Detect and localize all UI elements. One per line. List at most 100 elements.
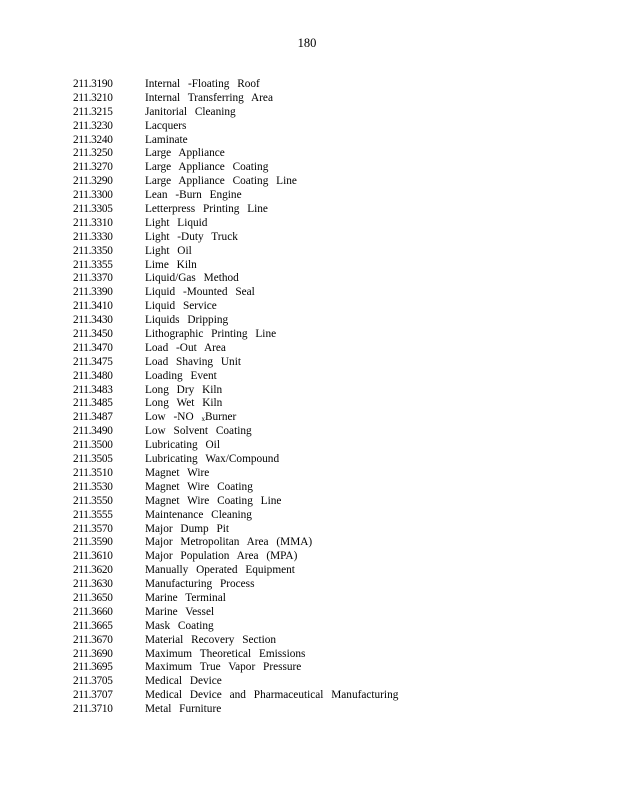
term-text: Magnet Wire Coating Line <box>145 494 282 507</box>
section-code: 211.3240 <box>73 133 113 146</box>
term-text: Liquid/Gas Method <box>145 272 239 285</box>
section-code: 211.3485 <box>73 397 113 410</box>
term: Lime Kiln <box>145 259 197 273</box>
term-text: Magnet Wire Coating <box>145 480 253 493</box>
term-text: Metal Furniture <box>145 703 222 716</box>
term: Lubricating Wax/Compound <box>145 453 279 467</box>
section-code: 211.3660 <box>73 605 113 618</box>
term: Internal -Floating Roof <box>145 78 260 92</box>
section-code: 211.3410 <box>73 300 113 313</box>
term-text: Lubricating Oil <box>145 439 220 452</box>
term: Major Dump Pit <box>145 523 229 537</box>
term-text: Maintenance Cleaning <box>145 508 252 521</box>
section-code: 211.3530 <box>73 480 113 493</box>
section-code: 211.3500 <box>73 439 113 452</box>
section-code: 211.3475 <box>73 355 113 368</box>
term-text: Load Shaving Unit <box>145 355 241 368</box>
term: Large Appliance Coating Line <box>145 175 297 189</box>
section-code: 211.3570 <box>73 522 113 535</box>
term: Lithographic Printing Line <box>145 328 276 342</box>
term-text: Marine Terminal <box>145 591 226 604</box>
section-code: 211.3390 <box>73 286 113 299</box>
term: Liquid/Gas Method <box>145 272 239 286</box>
section-code: 211.3310 <box>73 216 113 229</box>
term-text: Long Dry Kiln <box>145 383 223 396</box>
term: Material Recovery Section <box>145 634 276 648</box>
term: Loading Event <box>145 370 217 384</box>
term-text: Letterpress Printing Line <box>145 203 268 216</box>
term-text: Internal -Floating Roof <box>145 78 260 90</box>
section-code: 211.3270 <box>73 161 113 174</box>
section-code: 211.3590 <box>73 536 113 549</box>
section-code: 211.3555 <box>73 508 113 521</box>
term: Liquid -Mounted Seal <box>145 286 255 300</box>
term-text: Janitorial Cleaning <box>145 105 236 118</box>
term-text: Low Solvent Coating <box>145 425 252 438</box>
term: Low Solvent Coating <box>145 425 252 439</box>
term-text: Light Oil <box>145 244 192 257</box>
section-code: 211.3300 <box>73 189 113 202</box>
term: Medical Device <box>145 675 222 689</box>
section-code: 211.3215 <box>73 105 113 118</box>
term-text: Liquid -Mounted Seal <box>145 286 255 299</box>
section-code: 211.3487 <box>73 411 113 424</box>
section-code: 211.3705 <box>73 675 113 688</box>
term: Laminate <box>145 134 188 148</box>
section-code: 211.3330 <box>73 230 113 243</box>
section-code: 211.3610 <box>73 550 113 563</box>
term-text: Low -NO <box>145 411 202 424</box>
term: Janitorial Cleaning <box>145 106 236 120</box>
term: Lubricating Oil <box>145 439 220 453</box>
term: Marine Vessel <box>145 606 214 620</box>
term: Magnet Wire Coating <box>145 481 253 495</box>
term-text: Long Wet Kiln <box>145 397 223 410</box>
section-code: 211.3480 <box>73 369 113 382</box>
section-code: 211.3305 <box>73 203 113 216</box>
section-code: 211.3650 <box>73 591 113 604</box>
section-code: 211.3707 <box>73 689 113 702</box>
term: Manually Operated Equipment <box>145 564 295 578</box>
term-text: Lime Kiln <box>145 258 197 271</box>
term: Light Oil <box>145 245 192 259</box>
term-text: Lacquers <box>145 119 187 132</box>
section-code: 211.3510 <box>73 466 113 479</box>
section-code: 211.3630 <box>73 578 113 591</box>
term-text: Manufacturing Process <box>145 578 255 591</box>
term-text: Liquid Service <box>145 300 217 313</box>
page-number: 180 <box>0 36 618 51</box>
term: Lean -Burn Engine <box>145 189 242 203</box>
section-code: 211.3690 <box>73 647 113 660</box>
section-code: 211.3430 <box>73 314 113 327</box>
term-text: Manually Operated Equipment <box>145 564 295 577</box>
section-code: 211.3210 <box>73 91 113 104</box>
term-subscript: x <box>201 415 205 424</box>
term-text: Lean -Burn Engine <box>145 189 242 202</box>
term-text: Large Appliance Coating Line <box>145 175 297 188</box>
term-text: Load -Out Area <box>145 341 226 354</box>
term-text: Maximum Theoretical Emissions <box>145 647 306 660</box>
term-text: Loading Event <box>145 369 217 382</box>
term: Magnet Wire <box>145 467 209 481</box>
section-code: 211.3290 <box>73 175 113 188</box>
term: Internal Transferring Area <box>145 92 273 106</box>
term-text: Laminate <box>145 133 188 146</box>
section-code: 211.3370 <box>73 272 113 285</box>
section-code: 211.3620 <box>73 564 113 577</box>
term: Marine Terminal <box>145 592 226 606</box>
term-text: Medical Device and Pharmaceutical Manufa… <box>145 689 399 702</box>
section-code: 211.3665 <box>73 619 113 632</box>
term: Maintenance Cleaning <box>145 509 252 523</box>
term-text: Magnet Wire <box>145 466 210 479</box>
section-code: 211.3695 <box>73 661 113 674</box>
term-text: Internal Transferring Area <box>145 91 273 104</box>
section-code: 211.3250 <box>73 147 113 160</box>
section-code: 211.3490 <box>73 425 113 438</box>
term: Letterpress Printing Line <box>145 203 268 217</box>
term: Major Population Area (MPA) <box>145 550 297 564</box>
term-text: Medical Device <box>145 675 222 688</box>
term: Light Liquid <box>145 217 207 231</box>
term-text: Major Population Area (MPA) <box>145 550 298 563</box>
term: Long Wet Kiln <box>145 397 222 411</box>
term-text: Large Appliance <box>145 147 225 160</box>
term-text: Material Recovery Section <box>145 633 277 646</box>
